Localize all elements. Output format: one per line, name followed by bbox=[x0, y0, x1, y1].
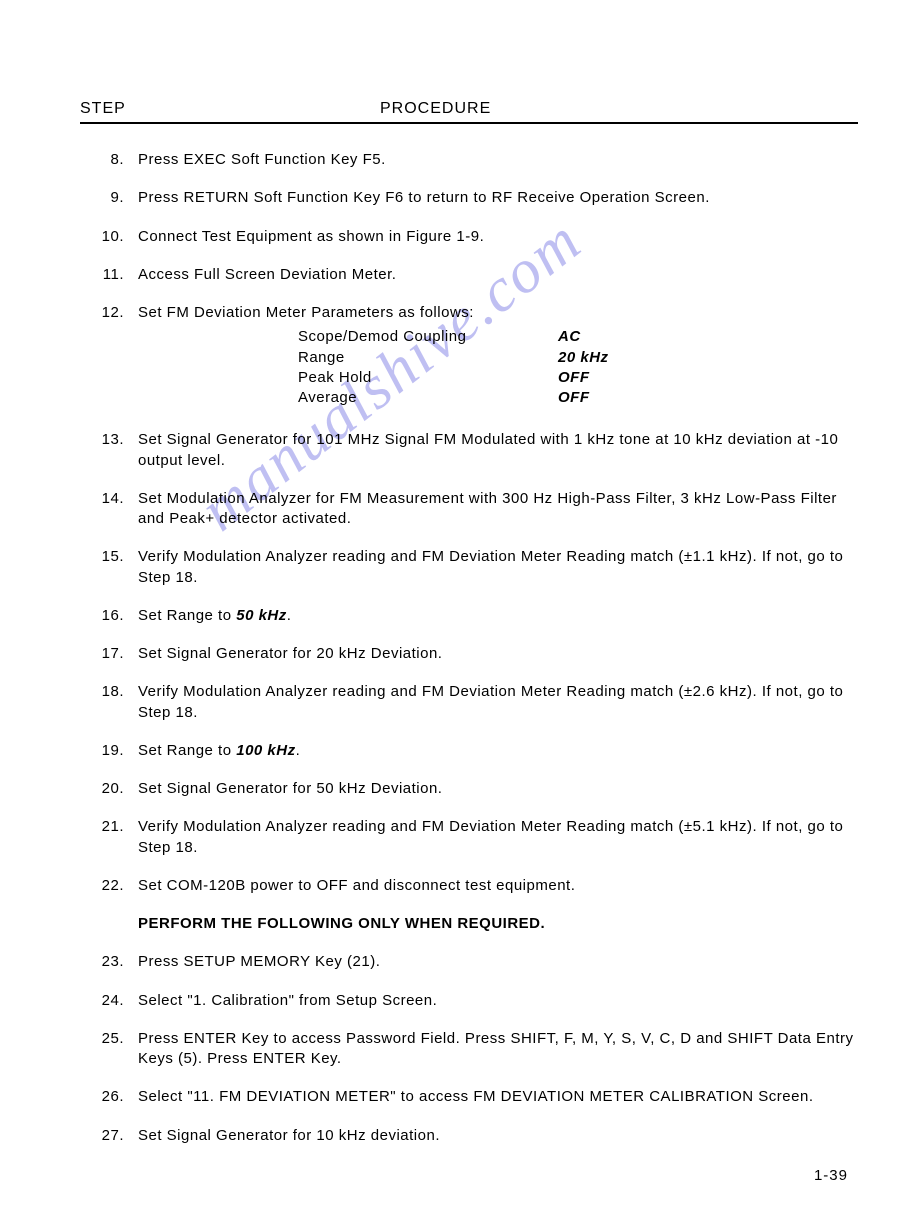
step-number: 10. bbox=[80, 227, 138, 247]
step-text: Select "1. Calibration" from Setup Scree… bbox=[138, 991, 858, 1011]
step-number: 26. bbox=[80, 1087, 138, 1107]
step-text-post: . bbox=[287, 607, 292, 624]
step-item: 15. Verify Modulation Analyzer reading a… bbox=[80, 547, 858, 588]
step-number: 27. bbox=[80, 1126, 138, 1146]
step-item: 27. Set Signal Generator for 10 kHz devi… bbox=[80, 1126, 858, 1146]
step-text: Set Signal Generator for 50 kHz Deviatio… bbox=[138, 779, 858, 799]
step-text: Press SETUP MEMORY Key (21). bbox=[138, 952, 858, 972]
param-value: OFF bbox=[558, 368, 590, 388]
param-value: AC bbox=[558, 327, 581, 347]
step-item: 25. Press ENTER Key to access Password F… bbox=[80, 1029, 858, 1070]
step-text: Set COM-120B power to OFF and disconnect… bbox=[138, 876, 858, 896]
step-number: 25. bbox=[80, 1029, 138, 1070]
step-item: 21. Verify Modulation Analyzer reading a… bbox=[80, 817, 858, 858]
step-item: 14. Set Modulation Analyzer for FM Measu… bbox=[80, 489, 858, 530]
step-text: Set Signal Generator for 101 MHz Signal … bbox=[138, 430, 858, 471]
step-text: Press ENTER Key to access Password Field… bbox=[138, 1029, 858, 1070]
step-number: 14. bbox=[80, 489, 138, 530]
step-text: Access Full Screen Deviation Meter. bbox=[138, 265, 858, 285]
step-number: 23. bbox=[80, 952, 138, 972]
header-row: STEP PROCEDURE bbox=[80, 100, 858, 124]
step-text: Set Range to 100 kHz. bbox=[138, 741, 858, 761]
step-number: 8. bbox=[80, 150, 138, 170]
step-item: 26. Select "11. FM DEVIATION METER" to a… bbox=[80, 1087, 858, 1107]
step-text: Set Modulation Analyzer for FM Measureme… bbox=[138, 489, 858, 530]
param-label: Peak Hold bbox=[298, 368, 558, 388]
step-text: Connect Test Equipment as shown in Figur… bbox=[138, 227, 858, 247]
step-text: Verify Modulation Analyzer reading and F… bbox=[138, 547, 858, 588]
step-item: 13. Set Signal Generator for 101 MHz Sig… bbox=[80, 430, 858, 471]
step-number: 12. bbox=[80, 303, 138, 412]
step-text-pre: Set Range to bbox=[138, 607, 236, 624]
step-text: Set FM Deviation Meter Parameters as fol… bbox=[138, 303, 858, 412]
step-text: Set Signal Generator for 20 kHz Deviatio… bbox=[138, 644, 858, 664]
param-label: Scope/Demod Coupling bbox=[298, 327, 558, 347]
param-row: Scope/Demod Coupling AC bbox=[298, 327, 858, 347]
step-item: 22. Set COM-120B power to OFF and discon… bbox=[80, 876, 858, 896]
step-text: Set Range to 50 kHz. bbox=[138, 606, 858, 626]
step-number bbox=[80, 914, 138, 934]
page-number: 1-39 bbox=[814, 1167, 848, 1184]
step-text-post: . bbox=[296, 742, 301, 759]
step-item: 10. Connect Test Equipment as shown in F… bbox=[80, 227, 858, 247]
step-text: Set Signal Generator for 10 kHz deviatio… bbox=[138, 1126, 858, 1146]
step-item: 16. Set Range to 50 kHz. bbox=[80, 606, 858, 626]
step-text: Verify Modulation Analyzer reading and F… bbox=[138, 817, 858, 858]
step-number: 22. bbox=[80, 876, 138, 896]
step-item: 9. Press RETURN Soft Function Key F6 to … bbox=[80, 188, 858, 208]
step-number: 9. bbox=[80, 188, 138, 208]
header-step-label: STEP bbox=[80, 100, 380, 118]
step-number: 11. bbox=[80, 265, 138, 285]
step-item: 20. Set Signal Generator for 50 kHz Devi… bbox=[80, 779, 858, 799]
step-item: 8. Press EXEC Soft Function Key F5. bbox=[80, 150, 858, 170]
step-number: 15. bbox=[80, 547, 138, 588]
step-item: 12. Set FM Deviation Meter Parameters as… bbox=[80, 303, 858, 412]
param-row: Average OFF bbox=[298, 388, 858, 408]
step-text: Verify Modulation Analyzer reading and F… bbox=[138, 682, 858, 723]
step-number: 13. bbox=[80, 430, 138, 471]
step-text: Select "11. FM DEVIATION METER" to acces… bbox=[138, 1087, 858, 1107]
step-item: 23. Press SETUP MEMORY Key (21). bbox=[80, 952, 858, 972]
step-number: 18. bbox=[80, 682, 138, 723]
step-text-line: Set FM Deviation Meter Parameters as fol… bbox=[138, 303, 858, 323]
steps-list: 8. Press EXEC Soft Function Key F5. 9. P… bbox=[80, 150, 858, 1146]
step-item: 19. Set Range to 100 kHz. bbox=[80, 741, 858, 761]
step-text: Press RETURN Soft Function Key F6 to ret… bbox=[138, 188, 858, 208]
step-text-bold: 100 kHz bbox=[236, 742, 295, 759]
param-label: Range bbox=[298, 348, 558, 368]
step-item: 11. Access Full Screen Deviation Meter. bbox=[80, 265, 858, 285]
step-number: 17. bbox=[80, 644, 138, 664]
header-procedure-label: PROCEDURE bbox=[380, 100, 858, 118]
step-item: 18. Verify Modulation Analyzer reading a… bbox=[80, 682, 858, 723]
step-text-bold: 50 kHz bbox=[236, 607, 287, 624]
step-number: 20. bbox=[80, 779, 138, 799]
param-label: Average bbox=[298, 388, 558, 408]
step-number: 16. bbox=[80, 606, 138, 626]
step-number: 19. bbox=[80, 741, 138, 761]
step-item: 24. Select "1. Calibration" from Setup S… bbox=[80, 991, 858, 1011]
param-table: Scope/Demod Coupling AC Range 20 kHz Pea… bbox=[298, 327, 858, 408]
step-item: 17. Set Signal Generator for 20 kHz Devi… bbox=[80, 644, 858, 664]
step-number: 21. bbox=[80, 817, 138, 858]
param-row: Peak Hold OFF bbox=[298, 368, 858, 388]
step-text-pre: Set Range to bbox=[138, 742, 236, 759]
param-row: Range 20 kHz bbox=[298, 348, 858, 368]
param-value: OFF bbox=[558, 388, 590, 408]
param-value: 20 kHz bbox=[558, 348, 609, 368]
step-text: Press EXEC Soft Function Key F5. bbox=[138, 150, 858, 170]
step-text: PERFORM THE FOLLOWING ONLY WHEN REQUIRED… bbox=[138, 914, 858, 934]
step-number: 24. bbox=[80, 991, 138, 1011]
step-item: PERFORM THE FOLLOWING ONLY WHEN REQUIRED… bbox=[80, 914, 858, 934]
